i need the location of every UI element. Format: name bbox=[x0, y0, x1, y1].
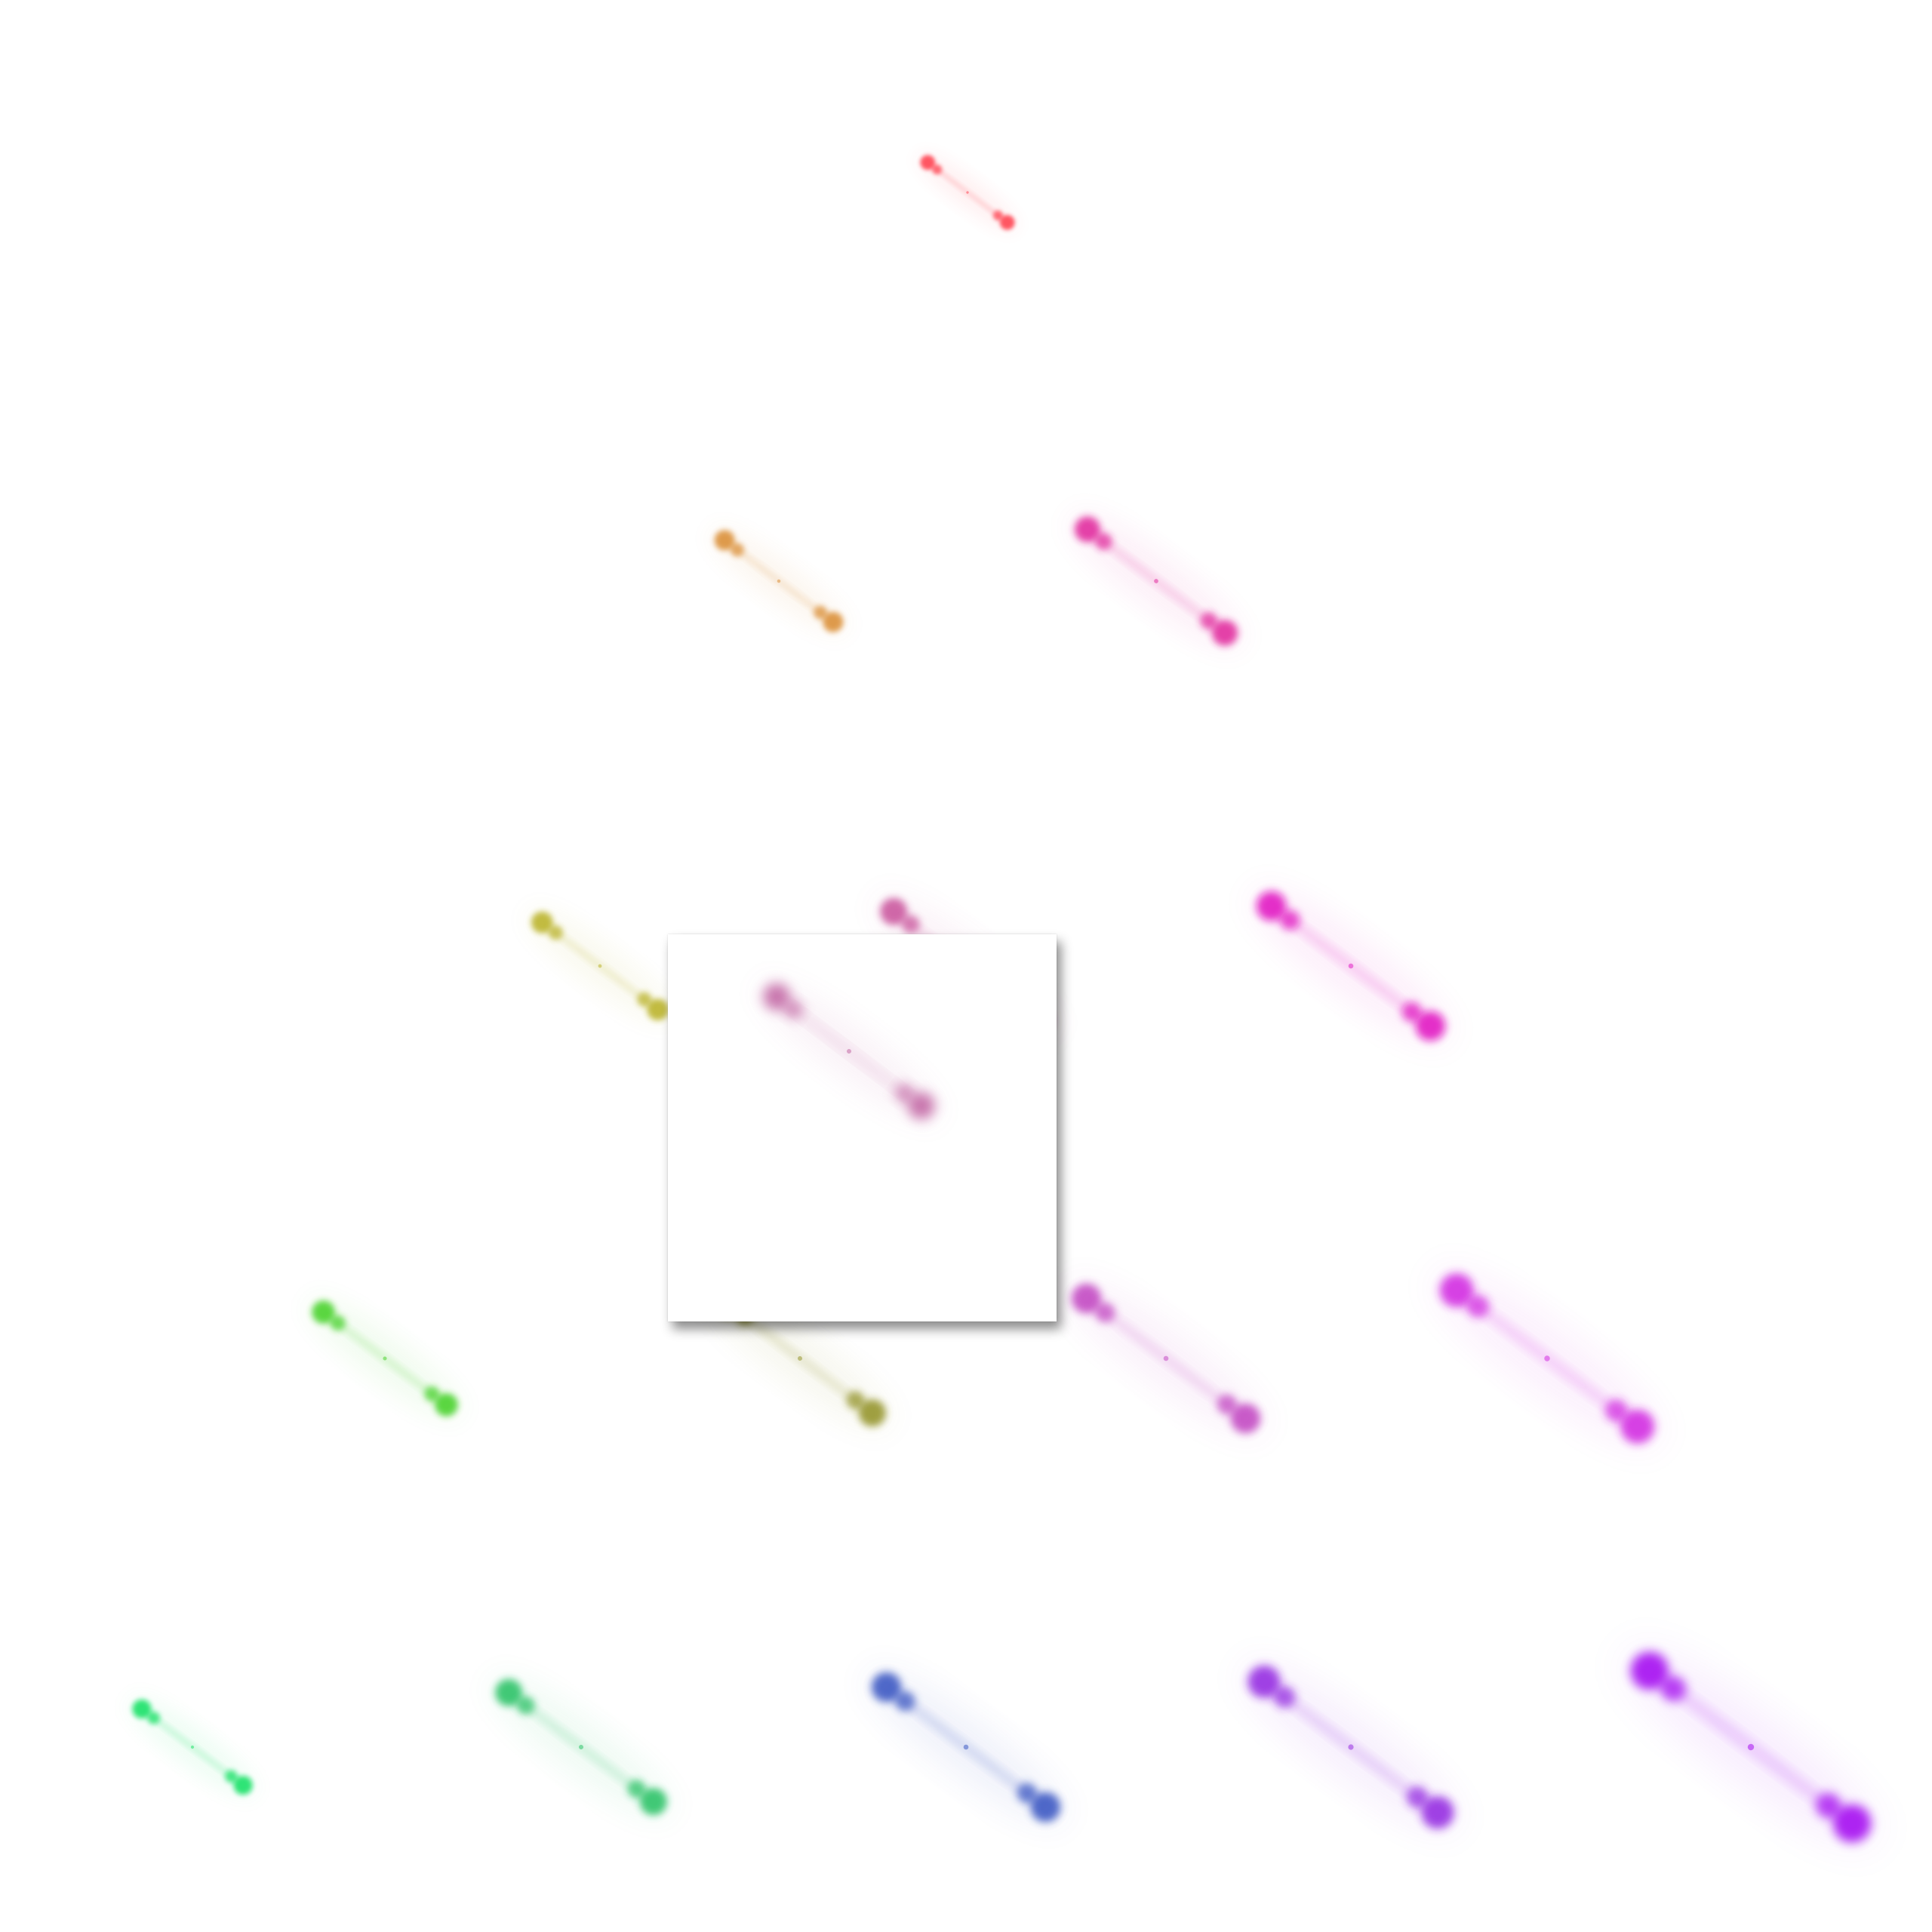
streak-center bbox=[579, 1745, 583, 1749]
streak-r4-c4 bbox=[1623, 1648, 1879, 1846]
streak-blob bbox=[894, 1690, 915, 1712]
streak-blob bbox=[531, 911, 553, 934]
streak-blob bbox=[907, 1092, 935, 1120]
streak-blob bbox=[1406, 1786, 1429, 1808]
streak-blob bbox=[846, 1391, 865, 1410]
streak-blob bbox=[1816, 1792, 1841, 1819]
streak-blob bbox=[330, 1315, 346, 1331]
streak-blob bbox=[1401, 1001, 1423, 1023]
streak-blob bbox=[763, 983, 791, 1011]
streak-blob bbox=[1211, 620, 1238, 646]
streak-r4-c2 bbox=[865, 1669, 1067, 1825]
streak-center bbox=[383, 1356, 387, 1361]
streak-blob bbox=[647, 998, 669, 1021]
streak-center bbox=[1544, 1355, 1550, 1361]
streak-blob bbox=[639, 1788, 667, 1816]
streak-blob bbox=[931, 164, 943, 175]
streak-blob bbox=[1230, 1403, 1261, 1434]
streak-blob bbox=[1279, 909, 1300, 931]
streak-blob bbox=[495, 1678, 523, 1706]
streak-r4-c3 bbox=[1241, 1662, 1461, 1832]
streak-blob bbox=[548, 925, 563, 940]
popup-streak bbox=[757, 980, 941, 1122]
streak-center bbox=[1154, 579, 1158, 583]
streak-blob bbox=[233, 1775, 253, 1795]
streak-r2-c0 bbox=[527, 909, 673, 1023]
streak-blob bbox=[1273, 1686, 1296, 1708]
streak-blob bbox=[1660, 1675, 1686, 1702]
streak-blob bbox=[714, 530, 735, 551]
streak-blob bbox=[1094, 533, 1112, 550]
streak-blob bbox=[1604, 1399, 1628, 1423]
streak-blob bbox=[999, 214, 1015, 230]
streak-center bbox=[1163, 1355, 1169, 1361]
streak-blob bbox=[225, 1770, 238, 1783]
streak-r1-c0 bbox=[710, 528, 848, 635]
streak-center bbox=[190, 1745, 195, 1749]
streak-blob bbox=[1256, 891, 1287, 921]
streak-r2-c2 bbox=[1250, 888, 1452, 1044]
streak-blob bbox=[1030, 1792, 1061, 1823]
streak-blob bbox=[637, 992, 652, 1007]
streak-blob bbox=[1247, 1665, 1281, 1698]
streak-blob bbox=[1017, 1783, 1038, 1804]
streak-blob bbox=[1217, 1394, 1238, 1415]
streak-center bbox=[1348, 963, 1354, 969]
streak-blob bbox=[435, 1393, 458, 1417]
streak-blob bbox=[312, 1300, 335, 1324]
streak-blob bbox=[1071, 1283, 1102, 1314]
streak-blob bbox=[1466, 1294, 1490, 1318]
streak-blob bbox=[627, 1780, 646, 1798]
streak-blob bbox=[901, 915, 920, 934]
streak-blob bbox=[1421, 1796, 1454, 1829]
streak-blob bbox=[880, 897, 908, 925]
streak-blob bbox=[823, 611, 844, 632]
streak-blob bbox=[814, 605, 828, 620]
popup-window[interactable] bbox=[668, 934, 1057, 1321]
streak-blob bbox=[992, 210, 1004, 221]
streak-blob bbox=[1074, 516, 1101, 543]
streak-r0-c0 bbox=[917, 153, 1018, 232]
streak-blob bbox=[730, 543, 744, 557]
streak-blob bbox=[147, 1711, 160, 1724]
streak-center bbox=[963, 1744, 969, 1750]
streak-blob bbox=[1832, 1804, 1872, 1843]
streak-blob bbox=[920, 155, 936, 171]
streak-blob bbox=[1439, 1273, 1474, 1308]
streak-r1-c1 bbox=[1069, 514, 1244, 648]
streak-r4-c1 bbox=[489, 1676, 673, 1818]
streak-center bbox=[966, 191, 969, 194]
streak-center bbox=[798, 1356, 802, 1361]
streak-center bbox=[777, 579, 781, 583]
streak-blob bbox=[1415, 1011, 1446, 1041]
streak-center bbox=[1348, 1744, 1354, 1750]
popup-streak-main bbox=[757, 980, 941, 1122]
streak-blob bbox=[1620, 1409, 1655, 1444]
streak-blob bbox=[895, 1084, 914, 1103]
streak-blob bbox=[1094, 1302, 1115, 1323]
streak-blob bbox=[424, 1386, 440, 1402]
streak-center bbox=[847, 1049, 851, 1054]
streak-r3-c3 bbox=[1432, 1270, 1662, 1447]
streak-r3-c0 bbox=[307, 1298, 463, 1419]
streak-blob bbox=[1200, 612, 1218, 629]
streak-blob bbox=[858, 1399, 886, 1427]
streak-blob bbox=[784, 1000, 803, 1019]
streak-center bbox=[1747, 1743, 1755, 1751]
streak-blob bbox=[871, 1672, 902, 1703]
streak-blob bbox=[132, 1699, 152, 1719]
streak-blob bbox=[1630, 1651, 1669, 1690]
streak-blob bbox=[516, 1696, 535, 1715]
streak-center bbox=[598, 964, 602, 968]
streak-r3-c2 bbox=[1065, 1281, 1267, 1436]
streak-r4-c0 bbox=[128, 1697, 257, 1797]
